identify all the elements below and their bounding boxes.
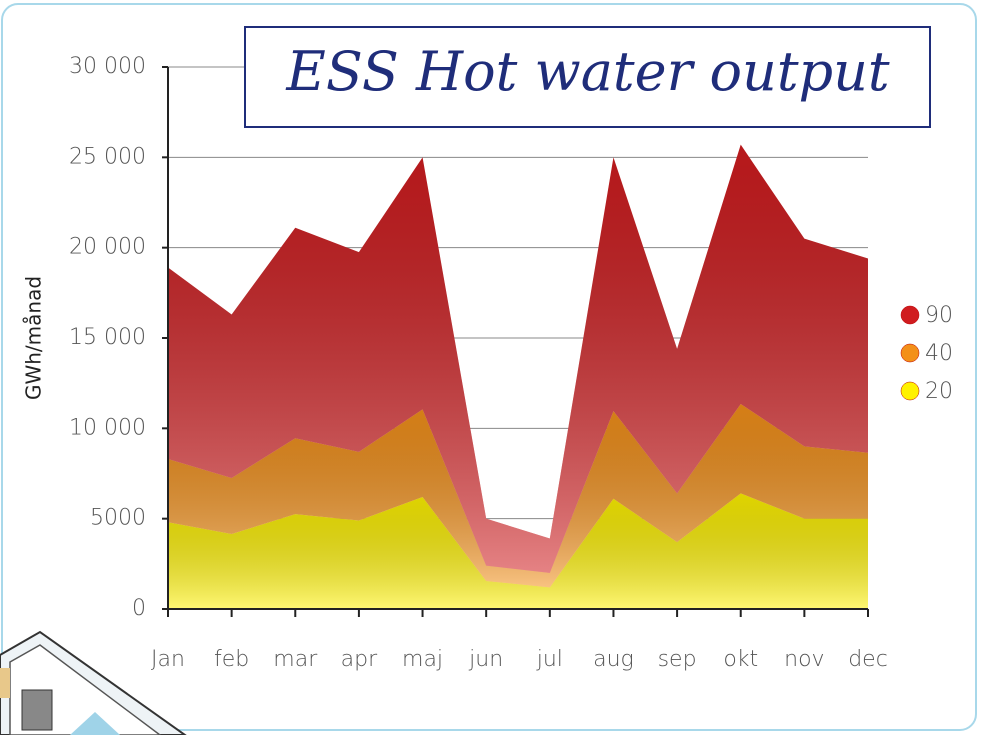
- x-tick-label: Jan: [151, 647, 185, 672]
- x-tick-label: dec: [848, 647, 888, 672]
- plot-area: 0 5000 10 000 15 000 20 000 25 000 30 000 Jan fe…: [69, 54, 888, 672]
- legend-label: 20: [925, 379, 953, 404]
- legend-label: 90: [925, 303, 953, 328]
- y-tick-label: 25 000: [69, 144, 146, 169]
- area-shade: [168, 493, 868, 609]
- x-tick-label: apr: [341, 647, 378, 672]
- title-box: [244, 26, 931, 128]
- legend-swatch: [900, 343, 920, 363]
- x-tick-label: mar: [273, 647, 318, 672]
- house-decoration: [0, 630, 189, 736]
- x-tick-label: jul: [536, 647, 563, 672]
- y-tick-label: 5000: [90, 506, 146, 531]
- legend-label: 40: [925, 341, 953, 366]
- y-tick-label: 20 000: [69, 235, 146, 260]
- y-tick-label: 30 000: [69, 54, 146, 79]
- legend-swatch: [900, 381, 920, 401]
- y-axis-label: GWh/månad: [22, 276, 46, 400]
- x-tick-label: sep: [658, 647, 697, 672]
- y-tick-label: 10 000: [69, 415, 146, 440]
- area-shade: [168, 144, 868, 573]
- y-tick-label: 15 000: [69, 325, 146, 350]
- x-tick-label: jun: [468, 647, 503, 672]
- chart-title: ESS Hot water output: [285, 40, 889, 103]
- x-tick-label: feb: [214, 647, 249, 672]
- area-shade: [168, 403, 868, 588]
- y-tick-label: 0: [132, 596, 146, 621]
- x-tick-label: nov: [784, 647, 824, 672]
- x-tick-label: aug: [593, 647, 634, 672]
- legend-swatch: [900, 305, 920, 325]
- x-tick-label: maj: [402, 647, 443, 672]
- x-tick-label: okt: [723, 647, 758, 672]
